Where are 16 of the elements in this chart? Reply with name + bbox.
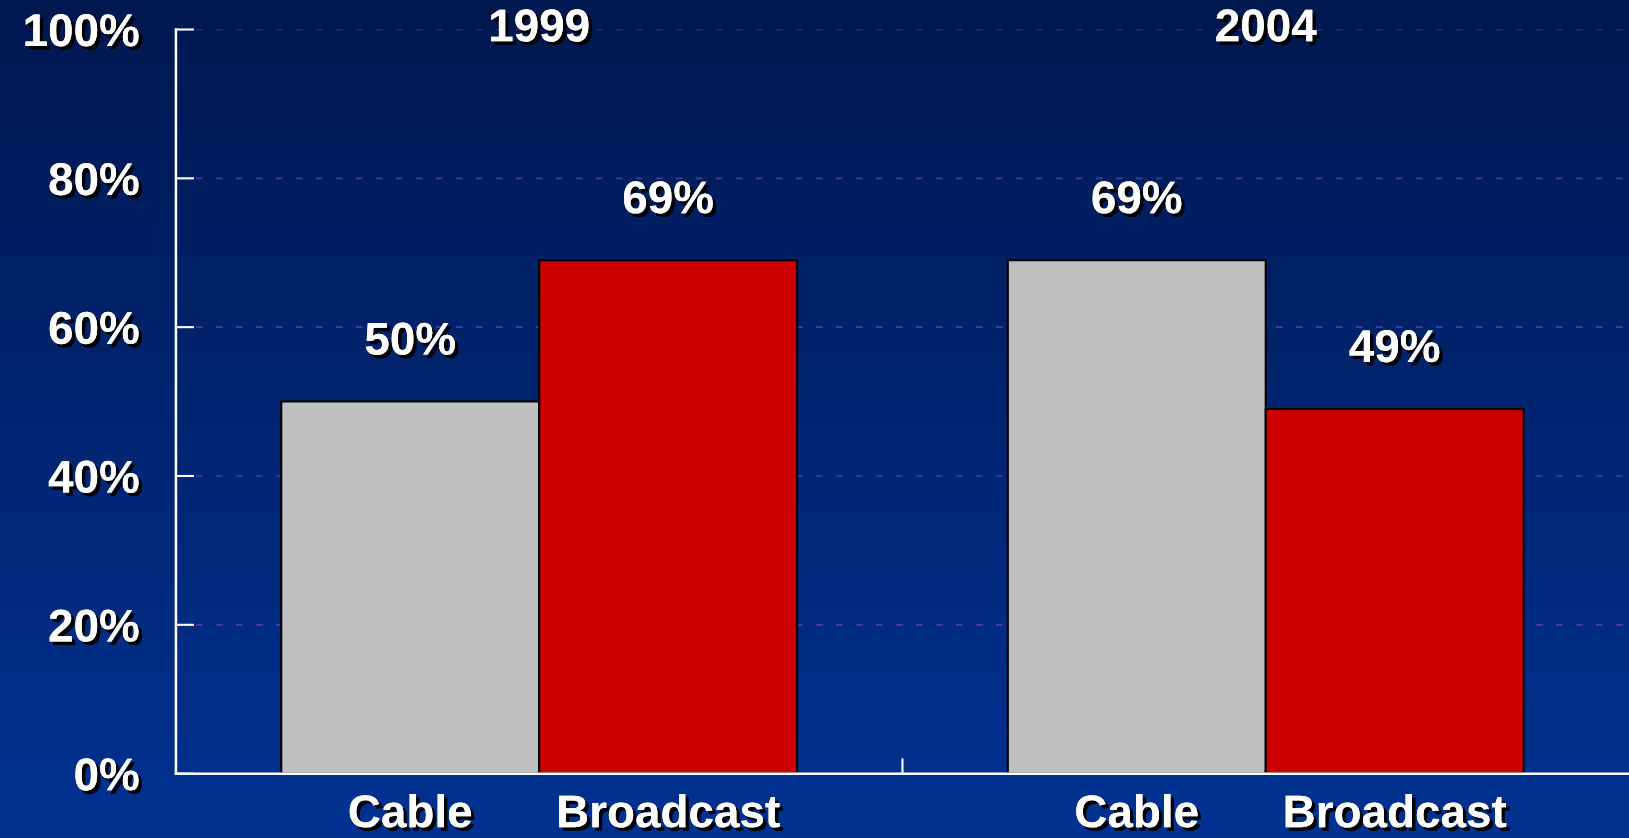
y-tick-label: 40% [48, 460, 143, 497]
data-label: 69% [1092, 181, 1185, 218]
y-tick-label: 60% [49, 311, 143, 348]
text: Cable [1076, 793, 1198, 828]
y-tick-label: 100% [25, 14, 143, 51]
text: Broadcast [1285, 793, 1507, 828]
x-tick-label: 2004 [1216, 9, 1320, 46]
y-tick-label: 0% [75, 758, 143, 795]
series-label: Cable [349, 793, 475, 832]
x-tick-label: 1999 [491, 9, 592, 46]
series-label: Broadcast [559, 793, 784, 832]
data-label: 49% [1349, 330, 1443, 366]
data-label: 50% [365, 322, 459, 359]
y-tick-label: 20% [49, 609, 143, 646]
y-tick-label: 80% [49, 162, 143, 199]
data-label: 69% [623, 181, 717, 218]
